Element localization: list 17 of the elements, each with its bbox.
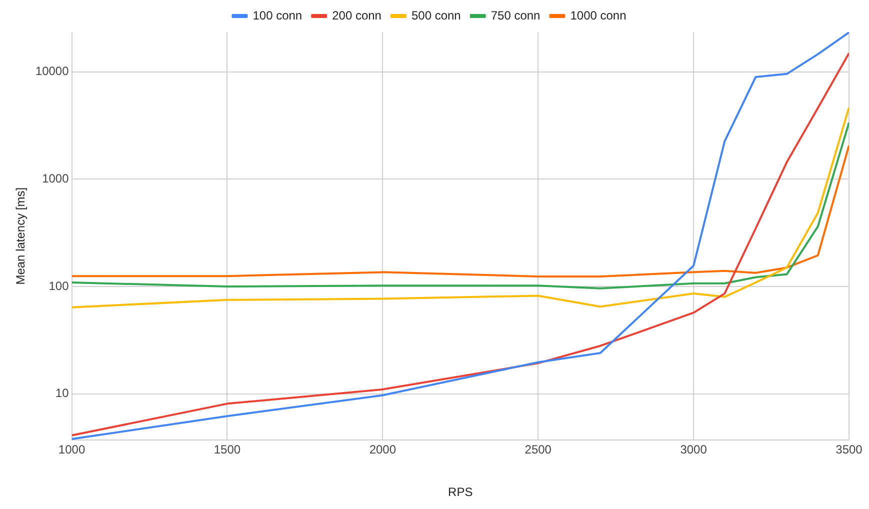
y-axis-title: Mean latency [ms] xyxy=(14,187,28,285)
legend-label: 500 conn xyxy=(411,8,461,22)
y-tick-label: 10 xyxy=(55,386,70,400)
legend-label: 100 conn xyxy=(252,8,302,22)
y-tick-label: 1000 xyxy=(42,171,70,186)
x-tick-label: 3000 xyxy=(680,442,708,457)
x-tick-label: 3500 xyxy=(836,442,863,457)
x-axis-title: RPS xyxy=(448,485,473,500)
legend-label: 200 conn xyxy=(332,8,382,22)
y-tick-label: 100 xyxy=(48,278,70,293)
y-tick-label: 10000 xyxy=(35,64,70,78)
x-tick-label: 2500 xyxy=(524,442,552,457)
legend-label: 750 conn xyxy=(490,8,540,22)
x-tick-label: 1000 xyxy=(58,442,86,457)
x-tick-label: 1500 xyxy=(214,442,241,457)
x-tick-label: 2000 xyxy=(369,442,396,457)
legend-label: 1000 conn xyxy=(570,8,626,22)
